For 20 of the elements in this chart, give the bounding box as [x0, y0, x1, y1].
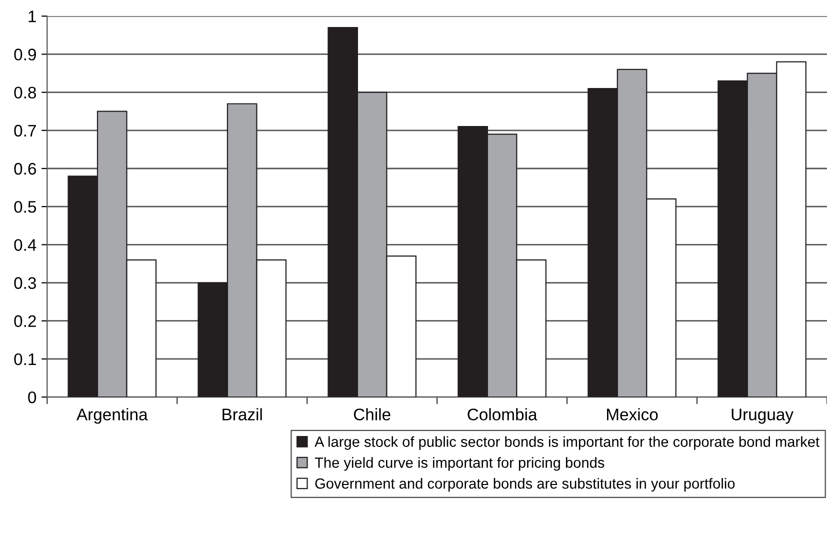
- y-tick-label: 0.3: [14, 277, 36, 289]
- y-tick-label: 0.1: [14, 353, 36, 366]
- x-tick-label: Chile: [354, 408, 390, 420]
- legend-label: Government and corporate bonds are substitutes in your portfolio: [315, 478, 735, 492]
- y-tick-label: 0.9: [14, 48, 36, 60]
- x-tick-label: Brazil: [222, 408, 262, 420]
- x-tick-label: Colombia: [468, 408, 538, 420]
- y-tick-label: 1: [28, 10, 36, 22]
- x-tick-label: Uruguay: [732, 408, 794, 424]
- y-tick-label: 0.8: [14, 86, 36, 99]
- y-tick-label: 0.6: [14, 162, 36, 175]
- y-tick-label: 0.2: [14, 315, 36, 328]
- x-tick-label: Argentina: [76, 408, 148, 424]
- x-tick-label: Mexico: [607, 408, 658, 420]
- y-tick-label: 0: [28, 391, 36, 404]
- y-tick-label: 0.5: [14, 200, 36, 213]
- y-tick-label: 0.4: [14, 239, 36, 251]
- legend-label: The yield curve is important for pricing bonds: [314, 457, 604, 471]
- legend-label: A large stock of public sector bonds is important for the corporate bond market: [314, 436, 820, 450]
- y-tick-label: 0.7: [14, 124, 36, 137]
